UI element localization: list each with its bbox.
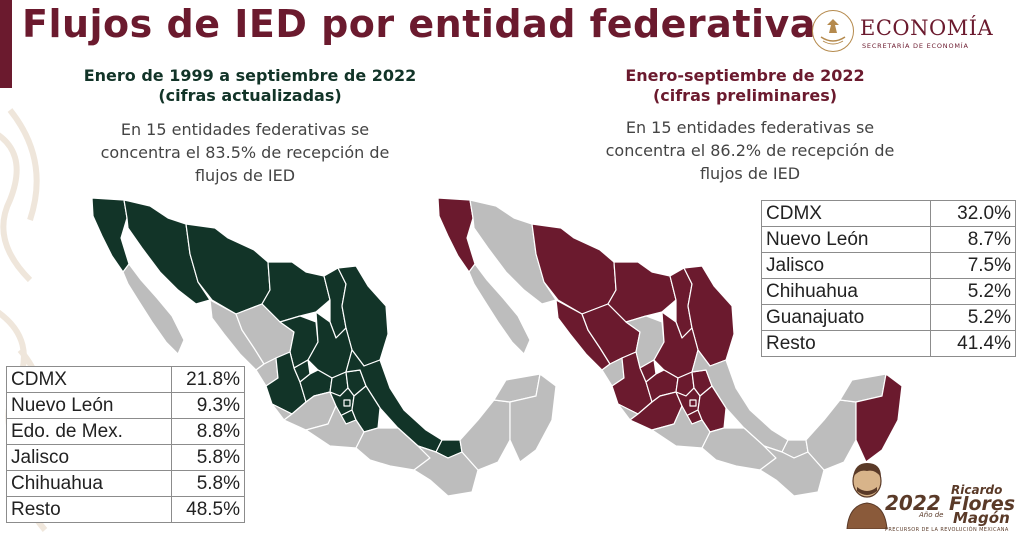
- table-row: Resto 48.5%: [6, 496, 245, 523]
- share-value: 21.8%: [171, 366, 245, 393]
- left-heading-period: Enero de 1999 a septiembre de 2022: [83, 66, 417, 85]
- state-coahuila: [607, 261, 677, 323]
- ricardo-flores-magon-badge: 2022 Año de Ricardo Flores Magón PRECURS…: [823, 455, 1015, 535]
- table-row: Chihuahua 5.2%: [761, 278, 1016, 305]
- portrait-icon: [846, 463, 888, 529]
- state-baja-california-sur: [122, 263, 185, 355]
- left-heading: Enero de 1999 a septiembre de 2022 (cifr…: [60, 66, 440, 106]
- map-preliminary: [437, 197, 903, 497]
- table-row: Nuevo León 8.7%: [761, 226, 1016, 253]
- right-description: En 15 entidades federativas se concentra…: [560, 116, 940, 185]
- badge-year: 2022: [885, 491, 941, 515]
- left-description: En 15 entidades federativas se concentra…: [50, 118, 440, 187]
- share-value: 41.4%: [930, 330, 1016, 357]
- right-desc-line: flujos de IED: [699, 164, 801, 183]
- state-name: Nuevo León: [6, 392, 172, 419]
- map-cumulative: [91, 197, 557, 497]
- table-row: CDMX 21.8%: [6, 366, 245, 393]
- share-value: 8.8%: [171, 418, 245, 445]
- state-name: Nuevo León: [761, 226, 931, 253]
- state-baja-california: [437, 197, 476, 273]
- badge-anio: Año de: [919, 511, 944, 519]
- logo-subtitle: SECRETARÍA DE ECONOMÍA: [862, 42, 969, 50]
- state-guerrero: [305, 405, 365, 449]
- right-ranking-table: CDMX 32.0% Nuevo León 8.7% Jalisco 7.5% Chi…: [761, 200, 1016, 357]
- right-desc-line: concentra el 86.2% de recepción de: [605, 141, 895, 160]
- economia-logo: ECONOMÍA SECRETARÍA DE ECONOMÍA: [812, 10, 1012, 56]
- share-value: 8.7%: [930, 226, 1016, 253]
- left-heading-note: (cifras actualizadas): [158, 86, 342, 105]
- table-row: Guanajuato 5.2%: [761, 304, 1016, 331]
- state-sonora: [123, 199, 211, 305]
- state-coahuila: [261, 261, 331, 323]
- accent-bar: [0, 0, 12, 88]
- share-value: 5.2%: [930, 278, 1016, 305]
- left-desc-line: concentra el 83.5% de recepción de: [100, 143, 390, 162]
- share-value: 7.5%: [930, 252, 1016, 279]
- state-name: Jalisco: [6, 444, 172, 471]
- state-guerrero: [651, 405, 711, 449]
- right-heading: Enero-septiembre de 2022 (cifras prelimi…: [575, 66, 915, 106]
- state-name: Resto: [761, 330, 931, 357]
- state-cdmx: [689, 399, 697, 407]
- share-value: 48.5%: [171, 496, 245, 523]
- state-quintana-roo: [855, 373, 903, 463]
- state-name: Chihuahua: [761, 278, 931, 305]
- state-cdmx: [343, 399, 351, 407]
- share-value: 32.0%: [930, 200, 1016, 227]
- state-name: Resto: [6, 496, 172, 523]
- state-quintana-roo: [509, 373, 557, 463]
- state-chiapas: [413, 445, 479, 497]
- table-row: Edo. de Mex. 8.8%: [6, 418, 245, 445]
- badge-name-last: Magón: [953, 509, 1010, 527]
- state-name: Chihuahua: [6, 470, 172, 497]
- state-name: Guanajuato: [761, 304, 931, 331]
- state-name: Jalisco: [761, 252, 931, 279]
- right-heading-note: (cifras preliminares): [652, 86, 838, 105]
- state-sonora: [469, 199, 557, 305]
- mexican-coat-of-arms-icon: [812, 10, 854, 52]
- share-value: 5.8%: [171, 444, 245, 471]
- state-name: Edo. de Mex.: [6, 418, 172, 445]
- badge-name-middle: Flores: [949, 493, 1016, 515]
- left-desc-line: flujos de IED: [194, 166, 296, 185]
- right-desc-line: En 15 entidades federativas se: [625, 118, 875, 137]
- state-name: CDMX: [761, 200, 931, 227]
- badge-name-first: Ricardo: [951, 483, 1003, 497]
- logo-name: ECONOMÍA: [860, 16, 994, 40]
- page-title: Flujos de IED por entidad federativa: [22, 2, 816, 46]
- badge-tagline: PRECURSOR DE LA REVOLUCIÓN MEXICANA: [885, 527, 1009, 533]
- left-ranking-table: CDMX 21.8% Nuevo León 9.3% Edo. de Mex. 8.8…: [6, 366, 245, 523]
- table-row: CDMX 32.0%: [761, 200, 1016, 227]
- share-value: 5.8%: [171, 470, 245, 497]
- state-chiapas: [759, 445, 825, 497]
- right-heading-period: Enero-septiembre de 2022: [625, 66, 865, 85]
- state-baja-california: [91, 197, 130, 273]
- table-row: Resto 41.4%: [761, 330, 1016, 357]
- state-name: CDMX: [6, 366, 172, 393]
- share-value: 9.3%: [171, 392, 245, 419]
- table-row: Chihuahua 5.8%: [6, 470, 245, 497]
- share-value: 5.2%: [930, 304, 1016, 331]
- state-baja-california-sur: [468, 263, 531, 355]
- left-desc-line: En 15 entidades federativas se: [120, 120, 370, 139]
- table-row: Jalisco 5.8%: [6, 444, 245, 471]
- table-row: Jalisco 7.5%: [761, 252, 1016, 279]
- table-row: Nuevo León 9.3%: [6, 392, 245, 419]
